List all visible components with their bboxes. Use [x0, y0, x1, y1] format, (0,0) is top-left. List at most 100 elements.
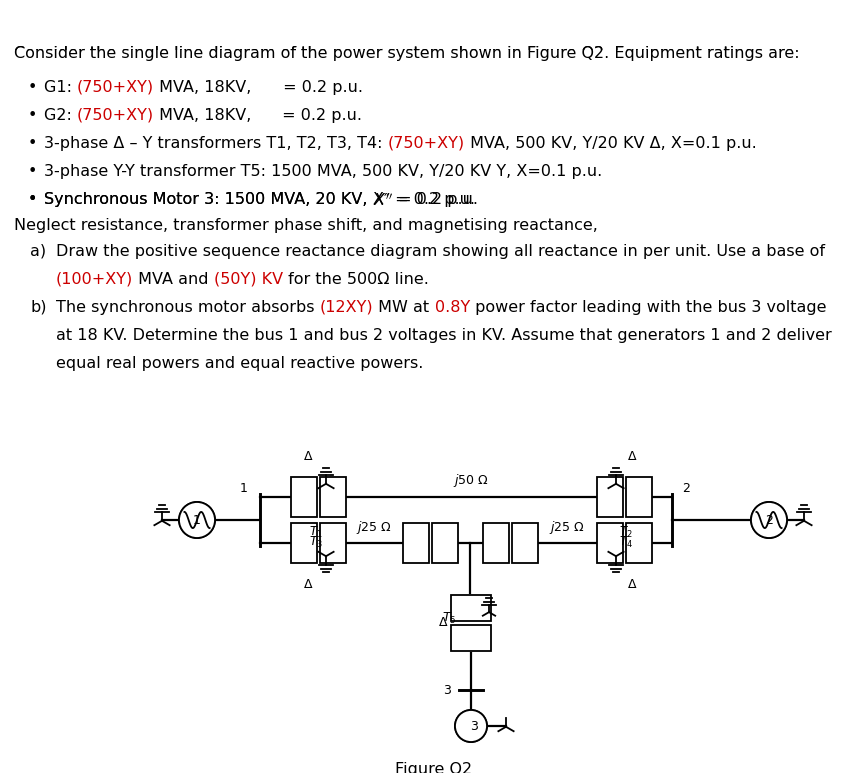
Text: 3: 3	[443, 683, 451, 696]
Text: MVA, 500 KV, Y/20 KV Δ, X=0.1 p.u.: MVA, 500 KV, Y/20 KV Δ, X=0.1 p.u.	[465, 136, 757, 151]
Text: (750+XY): (750+XY)	[77, 80, 154, 95]
Text: Δ: Δ	[303, 578, 312, 591]
Text: 3-phase Y-Y transformer T5: 1500 MVA, 500 KV, Y/20 KV Y, X=0.1 p.u.: 3-phase Y-Y transformer T5: 1500 MVA, 50…	[44, 164, 603, 179]
Bar	[320, 523, 346, 563]
Text: (750+XY): (750+XY)	[388, 136, 465, 151]
Text: •: •	[28, 108, 37, 123]
Circle shape	[179, 502, 215, 538]
Text: $T_4$: $T_4$	[619, 535, 633, 550]
Text: Δ: Δ	[628, 578, 636, 591]
Bar	[0, 78, 867, 108]
Bar	[0, 134, 867, 164]
Bar	[320, 477, 346, 517]
Bar	[596, 523, 623, 563]
Text: 3-phase Δ – Y transformers T1, T2, T3, T4:: 3-phase Δ – Y transformers T1, T2, T3, T…	[44, 136, 388, 151]
Text: Δ: Δ	[303, 451, 312, 464]
Text: $T_3$: $T_3$	[310, 535, 323, 550]
Text: $\mathit{X}^{\prime\prime}$: $\mathit{X}^{\prime\prime}$	[257, 80, 277, 97]
Text: •: •	[28, 192, 37, 207]
Text: $T_2$: $T_2$	[619, 525, 633, 540]
Text: 1: 1	[240, 482, 248, 495]
Text: (750+XY): (750+XY)	[77, 108, 154, 123]
Text: = 0.2 p.u.: = 0.2 p.u.	[274, 108, 359, 123]
Circle shape	[751, 502, 787, 538]
Text: equal real powers and equal reactive powers.: equal real powers and equal reactive pow…	[56, 356, 423, 371]
Text: X: X	[373, 192, 383, 207]
Text: $T_5$: $T_5$	[442, 611, 456, 625]
Text: MVA and: MVA and	[134, 272, 214, 287]
Text: MVA, 18KV,: MVA, 18KV,	[154, 80, 257, 95]
Text: (12XY): (12XY)	[320, 300, 374, 315]
Text: at 18 KV. Determine the bus 1 and bus 2 voltages in KV. Assume that generators 1: at 18 KV. Determine the bus 1 and bus 2 …	[56, 328, 831, 343]
Text: Figure Q2: Figure Q2	[395, 762, 472, 773]
Text: (750+XY): (750+XY)	[77, 108, 154, 123]
Circle shape	[455, 710, 487, 742]
Circle shape	[751, 502, 787, 538]
Text: •: •	[28, 164, 37, 179]
Text: a): a)	[30, 244, 46, 259]
Bar	[625, 523, 651, 563]
Text: MVA, 500 KV, Y/20 KV Δ, X=0.1 p.u.: MVA, 500 KV, Y/20 KV Δ, X=0.1 p.u.	[465, 136, 757, 151]
Text: 2: 2	[682, 482, 690, 495]
Bar	[512, 523, 538, 563]
Text: Synchronous Motor 3: 1500 MVA, 20 KV,: Synchronous Motor 3: 1500 MVA, 20 KV,	[44, 192, 373, 207]
Text: Consider the single line diagram of the power system shown in Figure Q2. Equipme: Consider the single line diagram of the …	[14, 46, 799, 61]
Bar	[290, 523, 316, 563]
Bar	[625, 477, 651, 517]
Text: G2:: G2:	[44, 108, 77, 123]
Text: $\mathit{X}^{\prime\prime}$: $\mathit{X}^{\prime\prime}$	[257, 108, 277, 125]
Text: MW at: MW at	[374, 300, 434, 315]
Text: 3-phase Y-Y transformer T5: 1500 MVA, 500 KV, Y/20 KV Y, X=0.1 p.u.: 3-phase Y-Y transformer T5: 1500 MVA, 50…	[44, 164, 603, 179]
Text: ″: ″	[383, 192, 389, 207]
Circle shape	[179, 502, 215, 538]
Text: •: •	[28, 80, 37, 95]
Text: MVA, 18KV,: MVA, 18KV,	[154, 108, 257, 123]
Text: (750+XY): (750+XY)	[388, 136, 465, 151]
Text: G2:: G2:	[44, 108, 77, 123]
Text: ″: ″	[268, 80, 274, 95]
Circle shape	[455, 710, 487, 742]
Bar	[290, 477, 316, 517]
Bar	[451, 595, 491, 621]
Text: MVA, 18KV,: MVA, 18KV,	[154, 80, 257, 95]
Text: = 0.2 p.u.: = 0.2 p.u.	[394, 192, 479, 207]
Text: G1:: G1:	[44, 80, 77, 95]
Text: Δ: Δ	[628, 451, 636, 464]
Text: 2: 2	[765, 513, 773, 526]
Text: = 0.2 p.u.: = 0.2 p.u.	[277, 80, 362, 95]
Text: X: X	[257, 80, 268, 95]
Text: G1:: G1:	[44, 80, 77, 95]
Text: (50Y) KV: (50Y) KV	[214, 272, 283, 287]
Bar	[402, 523, 428, 563]
Text: •: •	[28, 136, 37, 151]
Text: •: •	[28, 108, 37, 123]
Text: 1: 1	[193, 513, 201, 526]
Text: (750+XY): (750+XY)	[77, 80, 154, 95]
Text: Question 2: Question 2	[14, 14, 123, 32]
Text: •: •	[28, 136, 37, 151]
Text: for the 500Ω line.: for the 500Ω line.	[283, 272, 429, 287]
Text: Draw the positive sequence reactance diagram showing all reactance in per unit. : Draw the positive sequence reactance dia…	[56, 244, 825, 259]
Text: Neglect resistance, transformer phase shift, and magnetising reactance,: Neglect resistance, transformer phase sh…	[14, 218, 598, 233]
Bar	[451, 625, 491, 651]
Text: power factor leading with the bus 3 voltage: power factor leading with the bus 3 volt…	[470, 300, 826, 315]
Text: •: •	[28, 192, 37, 207]
Text: $j$50 Ω: $j$50 Ω	[453, 472, 489, 489]
Text: MVA, 18KV,: MVA, 18KV,	[154, 108, 257, 123]
Bar	[596, 477, 623, 517]
Text: •: •	[28, 164, 37, 179]
Text: = 0.2 p.u.: = 0.2 p.u.	[277, 108, 362, 123]
Bar	[0, 162, 867, 192]
Text: •: •	[28, 80, 37, 95]
Bar	[483, 523, 509, 563]
Text: Synchronous Motor 3: 1500 MVA, 20 KV,: Synchronous Motor 3: 1500 MVA, 20 KV,	[44, 192, 373, 207]
Text: Consider the single line diagram of the power system shown in Figure Q2. Equipme: Consider the single line diagram of the …	[14, 46, 799, 61]
Text: $T_1$: $T_1$	[310, 525, 323, 540]
Text: The synchronous motor absorbs: The synchronous motor absorbs	[56, 300, 320, 315]
Text: b): b)	[30, 300, 47, 315]
Text: ″: ″	[268, 108, 274, 123]
Text: Δ: Δ	[439, 617, 447, 629]
Text: 3-phase Δ – Y transformers T1, T2, T3, T4:: 3-phase Δ – Y transformers T1, T2, T3, T…	[44, 136, 388, 151]
Text: = 0.2 p.u.: = 0.2 p.u.	[389, 192, 474, 207]
Bar	[0, 50, 867, 80]
